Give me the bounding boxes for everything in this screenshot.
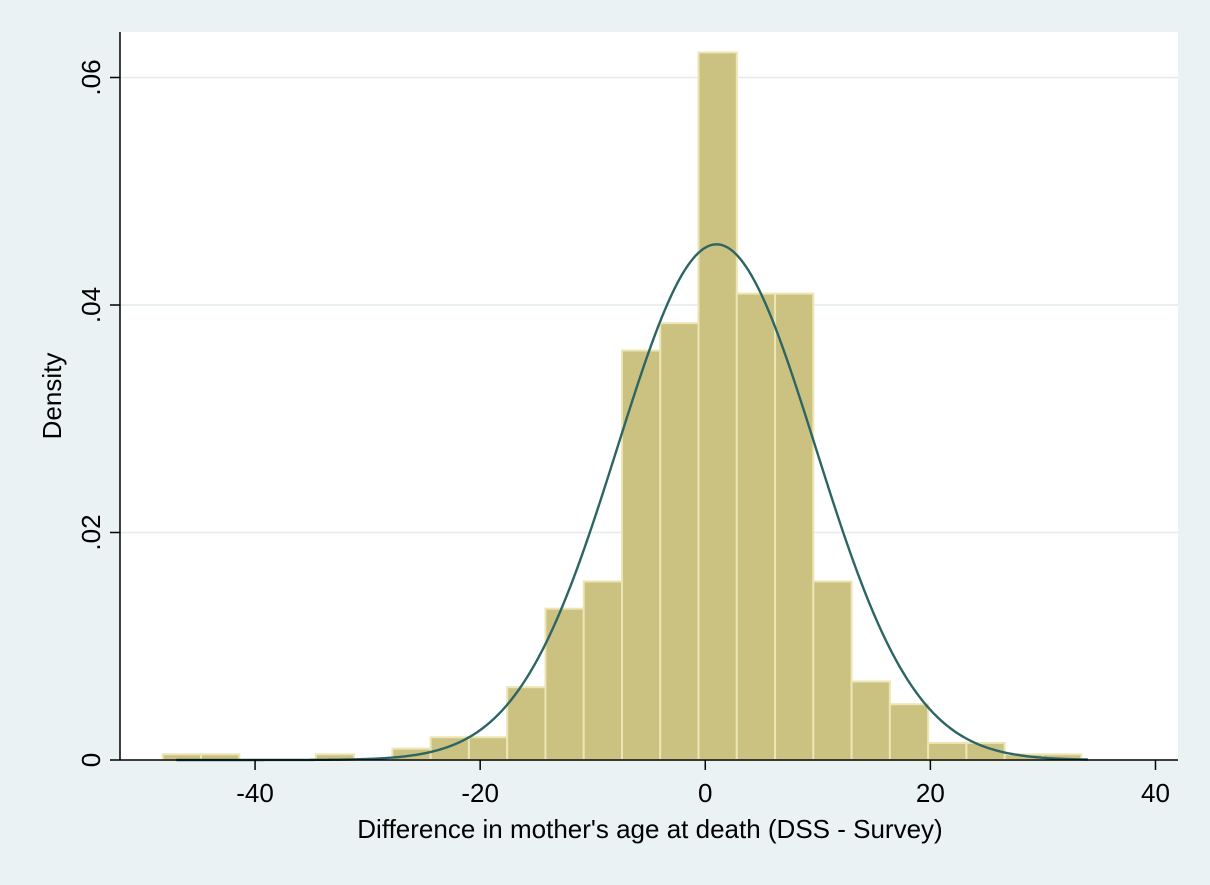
histogram-bar (582, 580, 623, 761)
x-tick-label: -20 (461, 778, 499, 808)
histogram-bar (544, 607, 585, 762)
histogram-bar (812, 580, 853, 761)
y-tick-label: 0 (76, 753, 106, 767)
histogram-bar (697, 51, 738, 762)
histogram-bar (850, 680, 891, 762)
x-tick-label: 0 (698, 778, 712, 808)
histogram-bar (735, 292, 777, 761)
x-axis-label: Difference in mother's age at death (DSS… (357, 814, 942, 844)
y-axis-ticks: 0 .02 .04 .06 (76, 59, 120, 767)
x-tick-label: 40 (1141, 778, 1170, 808)
histogram-bar (774, 292, 815, 761)
axes (119, 32, 1178, 761)
y-tick-label: .02 (76, 514, 106, 550)
histogram-bar (467, 736, 509, 761)
histogram-bar (888, 703, 930, 762)
y-tick-label: .04 (76, 287, 106, 323)
histogram-bar (927, 741, 968, 761)
x-tick-label: 20 (916, 778, 945, 808)
histogram-bar (620, 349, 662, 761)
x-axis-ticks: -40 -20 0 20 40 (236, 760, 1170, 808)
y-axis-label: Density (37, 353, 67, 440)
y-tick-label: .06 (76, 59, 106, 95)
histogram-bar (659, 322, 700, 761)
x-tick-label: -40 (236, 778, 274, 808)
